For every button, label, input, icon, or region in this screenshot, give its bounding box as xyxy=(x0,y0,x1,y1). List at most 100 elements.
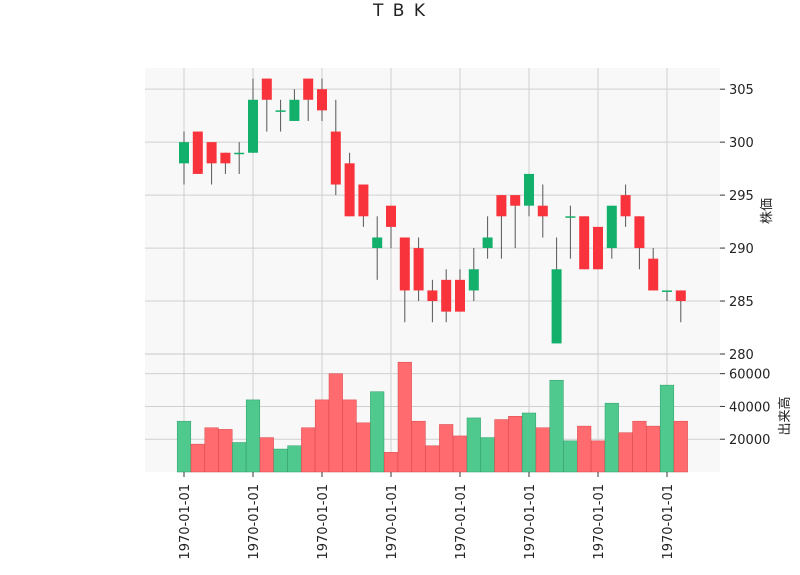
candle-body xyxy=(455,279,465,312)
candle-body xyxy=(317,89,327,111)
volume-bar xyxy=(466,417,481,473)
chart-title: T B K xyxy=(372,1,427,21)
candle-body xyxy=(275,110,286,112)
candle-body xyxy=(427,290,438,302)
candle-body xyxy=(675,290,686,302)
volume-bar xyxy=(521,412,537,473)
x-tick-label: 1970-01-01 xyxy=(523,484,538,560)
candle-body xyxy=(524,173,534,206)
candle-body xyxy=(358,184,369,217)
price-tick-label: 305 xyxy=(729,83,754,98)
volume-axis-ticks: 20000 40000 60000 xyxy=(720,368,770,448)
candle-body xyxy=(330,131,341,185)
candle-body xyxy=(620,195,631,217)
volume-bar xyxy=(397,361,412,473)
candle-body xyxy=(413,248,424,291)
candle-body xyxy=(634,216,645,249)
candle-body xyxy=(496,195,507,217)
volume-bar xyxy=(204,427,219,473)
candle-body xyxy=(372,237,383,249)
price-tick-label: 285 xyxy=(729,295,754,310)
price-tick-label: 280 xyxy=(729,348,754,363)
candle-body xyxy=(386,205,396,227)
volume-tick-label: 60000 xyxy=(729,368,770,383)
volume-bar xyxy=(563,440,578,473)
volume-bar xyxy=(176,420,192,473)
volume-bar xyxy=(452,435,468,473)
candle-body xyxy=(399,237,410,291)
candle-body xyxy=(579,216,590,270)
volume-bar xyxy=(646,425,661,473)
candle-body xyxy=(551,269,562,344)
volume-bar xyxy=(604,402,619,473)
x-tick-label: 1970-01-01 xyxy=(454,484,469,560)
volume-tick-label: 40000 xyxy=(729,400,770,415)
volume-bar xyxy=(383,452,399,473)
x-tick-label: 1970-01-01 xyxy=(247,484,262,560)
candle-body xyxy=(289,99,300,121)
candle-body xyxy=(234,152,245,155)
x-tick-label: 1970-01-01 xyxy=(592,484,607,560)
candle-body xyxy=(468,269,479,291)
candle-body xyxy=(510,195,521,206)
candle-body xyxy=(261,78,272,100)
volume-bar xyxy=(287,445,302,473)
candle-body xyxy=(593,226,603,270)
price-axis-ticks: 280 285 290 295 300 305 xyxy=(720,83,754,363)
volume-bar xyxy=(232,442,247,473)
volume-axis-label: 出来高 xyxy=(777,396,793,435)
volume-bar xyxy=(494,419,509,473)
x-tick-label: 1970-01-01 xyxy=(385,484,400,560)
volume-bar xyxy=(218,429,233,473)
volume-bar xyxy=(535,427,550,473)
volume-bar xyxy=(301,427,316,473)
price-tick-label: 295 xyxy=(729,189,754,204)
x-tick-label: 1970-01-01 xyxy=(316,484,331,560)
volume-bar xyxy=(328,373,343,473)
volume-bar xyxy=(425,445,440,473)
x-tick-label: 1970-01-01 xyxy=(178,484,193,560)
candle-body xyxy=(662,290,672,292)
candle-body xyxy=(179,142,189,164)
candle-body xyxy=(482,237,493,249)
candle-body xyxy=(606,205,617,249)
candle-body xyxy=(344,163,355,217)
price-tick-label: 300 xyxy=(729,136,754,151)
volume-bar xyxy=(259,437,274,473)
candle-body xyxy=(192,131,203,174)
volume-bar xyxy=(618,432,633,473)
volume-tick-label: 20000 xyxy=(729,433,770,448)
volume-bar xyxy=(480,437,495,473)
volume-bars xyxy=(176,361,688,473)
price-axis-label: 株価 xyxy=(760,198,775,224)
volume-bar xyxy=(411,420,426,473)
volume-bar xyxy=(273,448,288,473)
volume-bar xyxy=(549,379,564,473)
volume-bar xyxy=(659,384,675,473)
volume-bar xyxy=(245,399,261,473)
volume-bar xyxy=(370,391,385,473)
volume-bar xyxy=(342,399,357,473)
candle-body xyxy=(565,216,576,218)
volume-bar xyxy=(439,424,454,473)
candle-body xyxy=(648,258,659,291)
x-axis-ticks: 1970-01-01 1970-01-01 1970-01-01 1970-01-01… xyxy=(178,472,676,560)
candle-body xyxy=(441,279,452,312)
volume-bar xyxy=(577,425,592,473)
volume-bar xyxy=(508,416,523,473)
candle-body xyxy=(220,152,231,164)
candle-body xyxy=(303,78,314,100)
volume-bar xyxy=(314,399,330,473)
volume-bar xyxy=(632,420,647,473)
volume-bar xyxy=(356,422,371,473)
price-candles xyxy=(179,78,686,344)
candle-body xyxy=(206,142,217,164)
volume-bar xyxy=(673,420,688,473)
volume-bar xyxy=(590,440,606,473)
price-tick-label: 290 xyxy=(729,242,754,257)
x-tick-label: 1970-01-01 xyxy=(661,484,676,560)
candle-body xyxy=(248,99,258,153)
candle-body xyxy=(537,205,548,217)
volume-bar xyxy=(190,443,205,473)
